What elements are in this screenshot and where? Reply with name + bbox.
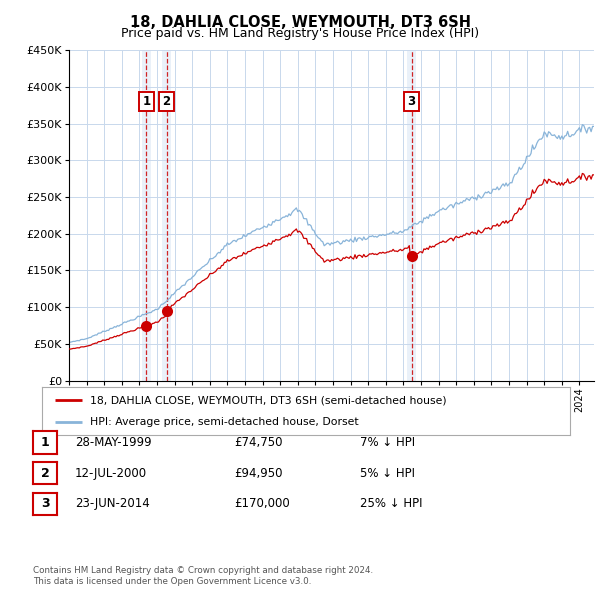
Text: 23-JUN-2014: 23-JUN-2014 xyxy=(75,497,150,510)
Text: 3: 3 xyxy=(407,95,416,108)
Text: HPI: Average price, semi-detached house, Dorset: HPI: Average price, semi-detached house,… xyxy=(89,417,358,427)
Text: £170,000: £170,000 xyxy=(234,497,290,510)
Text: 18, DAHLIA CLOSE, WEYMOUTH, DT3 6SH: 18, DAHLIA CLOSE, WEYMOUTH, DT3 6SH xyxy=(130,15,470,30)
Text: 7% ↓ HPI: 7% ↓ HPI xyxy=(360,436,415,449)
Text: £94,950: £94,950 xyxy=(234,467,283,480)
Text: 2: 2 xyxy=(163,95,171,108)
Text: Price paid vs. HM Land Registry's House Price Index (HPI): Price paid vs. HM Land Registry's House … xyxy=(121,27,479,40)
Text: 28-MAY-1999: 28-MAY-1999 xyxy=(75,436,152,449)
Text: Contains HM Land Registry data © Crown copyright and database right 2024.: Contains HM Land Registry data © Crown c… xyxy=(33,566,373,575)
Text: 2: 2 xyxy=(41,467,49,480)
Bar xyxy=(162,50,171,381)
Text: £74,750: £74,750 xyxy=(234,436,283,449)
Text: 25% ↓ HPI: 25% ↓ HPI xyxy=(360,497,422,510)
Text: 1: 1 xyxy=(41,436,49,449)
Text: 18, DAHLIA CLOSE, WEYMOUTH, DT3 6SH (semi-detached house): 18, DAHLIA CLOSE, WEYMOUTH, DT3 6SH (sem… xyxy=(89,395,446,405)
Text: 3: 3 xyxy=(41,497,49,510)
Text: This data is licensed under the Open Government Licence v3.0.: This data is licensed under the Open Gov… xyxy=(33,577,311,586)
Bar xyxy=(142,50,151,381)
Bar xyxy=(407,50,416,381)
Text: 12-JUL-2000: 12-JUL-2000 xyxy=(75,467,147,480)
Text: 5% ↓ HPI: 5% ↓ HPI xyxy=(360,467,415,480)
Text: 1: 1 xyxy=(142,95,151,108)
